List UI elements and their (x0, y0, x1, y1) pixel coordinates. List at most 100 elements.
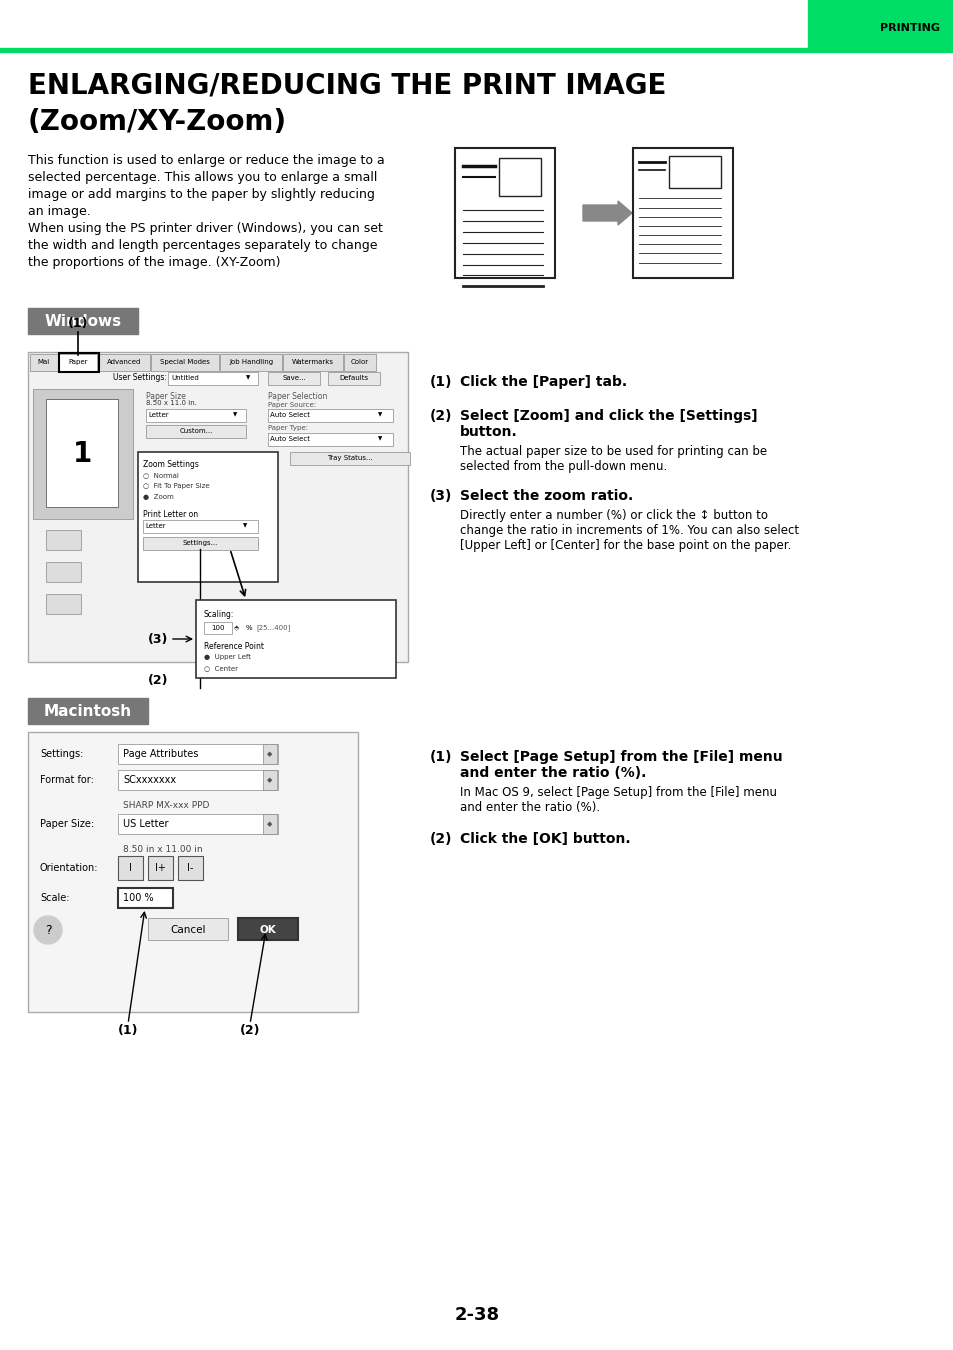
Bar (33, 389, 132, 518)
Text: (2): (2) (239, 1025, 260, 1037)
Bar (263, 769, 276, 790)
Bar (151, 354, 219, 371)
Text: Watermarks: Watermarks (292, 359, 334, 364)
Text: selected from the pull-down menu.: selected from the pull-down menu. (459, 460, 666, 472)
Text: Auto Select: Auto Select (270, 412, 310, 418)
Bar (498, 158, 540, 196)
Bar (263, 744, 276, 764)
Text: Color: Color (351, 359, 369, 364)
Bar (263, 814, 276, 834)
Text: image or add margins to the paper by slightly reducing: image or add margins to the paper by sli… (28, 188, 375, 201)
Text: US Letter: US Letter (123, 819, 169, 829)
Text: Macintosh: Macintosh (44, 703, 132, 718)
Bar (146, 425, 246, 437)
Text: the proportions of the image. (XY-Zoom): the proportions of the image. (XY-Zoom) (28, 256, 280, 269)
Text: ◆: ◆ (267, 778, 273, 783)
Text: Cancel: Cancel (170, 925, 206, 936)
Bar (807, 0, 953, 49)
Text: (1): (1) (68, 317, 89, 331)
Text: Untitled: Untitled (171, 375, 198, 381)
Bar (28, 698, 148, 724)
Text: Settings...: Settings... (182, 540, 217, 545)
Text: OK: OK (259, 925, 276, 936)
Text: ◆: ◆ (267, 751, 273, 757)
Text: 1: 1 (73, 440, 92, 468)
Text: [Upper Left] or [Center] for the base point on the paper.: [Upper Left] or [Center] for the base po… (459, 539, 791, 552)
Text: Save...: Save... (282, 375, 306, 381)
Text: Paper Size:: Paper Size: (40, 819, 94, 829)
Text: Click the [OK] button.: Click the [OK] button. (459, 832, 630, 846)
Bar (118, 814, 277, 834)
Text: ○  Normal: ○ Normal (143, 472, 178, 478)
Bar (455, 148, 555, 278)
Text: ⬘: ⬘ (233, 625, 239, 630)
Bar (344, 354, 375, 371)
Bar (204, 622, 232, 634)
Bar (168, 373, 257, 385)
Text: Paper Source:: Paper Source: (268, 402, 315, 408)
Text: I-: I- (187, 863, 193, 873)
Bar (59, 354, 97, 371)
Bar (178, 856, 203, 880)
Bar (118, 769, 277, 790)
Text: Tray Status...: Tray Status... (327, 455, 373, 460)
Text: button.: button. (459, 425, 517, 439)
Bar (0, 49, 953, 53)
Text: ●  Zoom: ● Zoom (143, 494, 173, 499)
Text: ▼: ▼ (246, 375, 250, 381)
Bar (328, 373, 379, 385)
Bar (143, 537, 257, 549)
Bar (283, 354, 343, 371)
Text: Paper Type:: Paper Type: (268, 425, 308, 431)
Text: (3): (3) (148, 633, 168, 645)
Text: Custom...: Custom... (179, 428, 213, 433)
Bar (28, 352, 408, 662)
Text: change the ratio in increments of 1%. You can also select: change the ratio in increments of 1%. Yo… (459, 524, 799, 537)
Text: Settings:: Settings: (40, 749, 83, 759)
Bar (148, 918, 228, 940)
Text: When using the PS printer driver (Windows), you can set: When using the PS printer driver (Window… (28, 221, 382, 235)
Circle shape (34, 917, 62, 944)
Text: Advanced: Advanced (107, 359, 141, 364)
Bar (633, 148, 732, 278)
Text: 2-38: 2-38 (454, 1305, 499, 1324)
Text: (2): (2) (148, 674, 168, 687)
Text: 100 %: 100 % (123, 892, 153, 903)
Text: Defaults: Defaults (339, 375, 368, 381)
Text: (2): (2) (430, 832, 452, 846)
Text: 100: 100 (211, 625, 225, 630)
Bar (220, 354, 282, 371)
Text: Auto Select: Auto Select (270, 436, 310, 441)
Bar (268, 433, 393, 446)
Text: The actual paper size to be used for printing can be: The actual paper size to be used for pri… (459, 446, 766, 458)
Text: Format for:: Format for: (40, 775, 93, 784)
Text: Select [Zoom] and click the [Settings]: Select [Zoom] and click the [Settings] (459, 409, 757, 423)
Text: (1): (1) (430, 751, 452, 764)
Text: (1): (1) (117, 1025, 138, 1037)
Bar (268, 409, 393, 423)
Bar (28, 732, 357, 1012)
Bar (237, 918, 297, 940)
Text: Directly enter a number (%) or click the ↕ button to: Directly enter a number (%) or click the… (459, 509, 767, 522)
Text: [25...400]: [25...400] (255, 625, 290, 632)
Text: ?: ? (45, 925, 51, 937)
Text: (3): (3) (430, 489, 452, 504)
Text: Mai: Mai (38, 359, 51, 364)
Text: Reference Point: Reference Point (204, 643, 264, 651)
Text: Paper Selection: Paper Selection (268, 392, 327, 401)
FancyArrow shape (582, 201, 631, 225)
Text: ▼: ▼ (243, 524, 247, 528)
Text: Print Letter on: Print Letter on (143, 510, 198, 518)
Text: ○  Fit To Paper Size: ○ Fit To Paper Size (143, 483, 210, 489)
Bar (28, 308, 138, 333)
Text: I+: I+ (154, 863, 165, 873)
Text: SCxxxxxxx: SCxxxxxxx (123, 775, 176, 784)
Text: ◆: ◆ (267, 821, 273, 828)
Text: Scaling:: Scaling: (204, 610, 234, 620)
Bar (46, 562, 81, 582)
Text: This function is used to enlarge or reduce the image to a: This function is used to enlarge or redu… (28, 154, 384, 167)
Bar (46, 594, 81, 614)
Text: Zoom Settings: Zoom Settings (143, 460, 198, 468)
Bar (30, 354, 58, 371)
Text: (Zoom/XY-Zoom): (Zoom/XY-Zoom) (28, 108, 287, 136)
